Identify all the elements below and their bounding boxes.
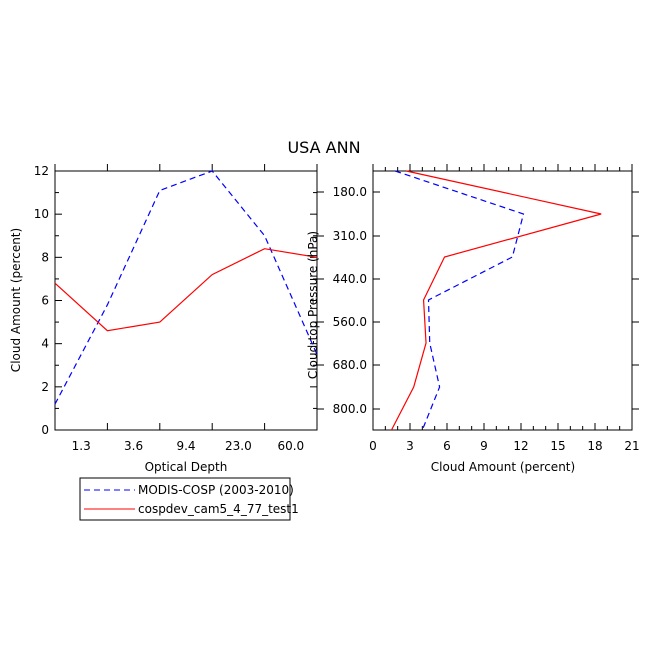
left-y-tick-label: 8: [41, 250, 49, 264]
right-y-tick-label: 680.0: [333, 358, 367, 372]
left-y-tick-label: 2: [41, 380, 49, 394]
right-y-tick-label: 800.0: [333, 402, 367, 416]
right-x-tick-label: 9: [480, 439, 488, 453]
right-x-tick-label: 3: [406, 439, 414, 453]
right-y-tick-label: 310.0: [333, 229, 367, 243]
right-y-tick-label: 180.0: [333, 185, 367, 199]
left-x-tick-label: 60.0: [277, 439, 304, 453]
left-x-tick-label: 23.0: [225, 439, 252, 453]
left-series-modis-line: [54, 170, 318, 405]
right-x-tick-label: 21: [624, 439, 639, 453]
right-series-modis-line: [395, 170, 525, 431]
left-y-tick-label: 4: [41, 337, 49, 351]
legend: MODIS-COSP (2003-2010) cospdev_cam5_4_77…: [79, 477, 299, 521]
left-x-tick-label: 1.3: [72, 439, 91, 453]
left-y-tick-label: 6: [41, 294, 49, 308]
left-y-tick-label: 0: [41, 423, 49, 437]
left-x-axis-label: Optical Depth: [145, 460, 228, 474]
right-x-tick-label: 15: [550, 439, 565, 453]
left-y-axis-label: Cloud Amount (percent): [9, 228, 23, 372]
right-x-tick-label: 18: [587, 439, 602, 453]
legend-label-modis: MODIS-COSP (2003-2010): [138, 483, 294, 497]
right-y-axis-label: Cloud-top Pressure (hPa): [306, 231, 320, 379]
left-series-cam-line: [54, 248, 318, 332]
right-y-tick-label: 560.0: [333, 315, 367, 329]
left-chart: 0 2 4 6 8 10 12 1.3 3.6 9.4 23.0 60.0 Optical Depth…: [9, 164, 318, 474]
right-x-axis-label: Cloud Amount (percent): [431, 460, 575, 474]
right-x-tick-label: 12: [513, 439, 528, 453]
right-chart: 0 3 6 9 12 15 18 21 180.0 310.0 440.0 560.0 680.0 800…: [306, 164, 640, 474]
right-y-tick-label: 440.0: [333, 272, 367, 286]
right-x-tick-label: 0: [369, 439, 377, 453]
legend-label-cam: cospdev_cam5_4_77_test1: [138, 502, 299, 516]
right-x-tick-label: 6: [443, 439, 451, 453]
figure-title: USA ANN: [287, 138, 360, 157]
left-chart-frame: [54, 170, 318, 431]
left-x-tick-label: 9.4: [176, 439, 195, 453]
left-x-tick-label: 3.6: [124, 439, 143, 453]
legend-box: [79, 477, 291, 521]
left-y-tick-label: 10: [34, 207, 49, 221]
right-series-cam-line: [390, 170, 602, 431]
left-y-tick-label: 12: [34, 164, 49, 178]
right-chart-frame: [372, 170, 633, 431]
